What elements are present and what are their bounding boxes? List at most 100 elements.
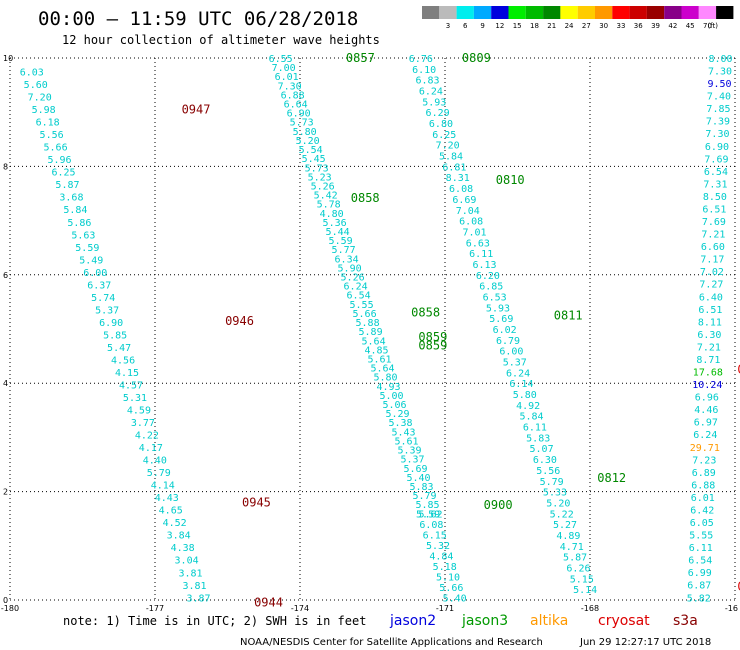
wave-height-value: 5.00 [379, 391, 403, 402]
wave-height-value: 5.20 [546, 498, 570, 509]
y-tick-label: 8 [3, 162, 8, 171]
wave-height-value: 5.22 [550, 509, 574, 520]
wave-height-value: 7.69 [702, 217, 726, 228]
wave-height-value: 5.40 [406, 473, 430, 484]
wave-height-value: 6.83 [415, 76, 439, 87]
wave-height-value: 6.37 [87, 280, 111, 291]
wave-height-value: 5.84 [439, 152, 463, 163]
time-label: 0810 [496, 173, 525, 187]
wave-height-value: 4.93 [376, 382, 400, 393]
wave-height-value: 5.61 [394, 436, 418, 447]
wave-height-value: 6.05 [690, 518, 714, 529]
time-label: 0946 [225, 314, 254, 328]
plot-grid [9, 57, 736, 601]
legend-label: 30 [599, 22, 608, 30]
wave-height-value: 3.68 [59, 193, 83, 204]
legend-unit: (ft) [707, 22, 718, 30]
track-b: 6.557.006.017.306.886.646.905.735.805.20… [269, 51, 513, 520]
wave-height-value: 5.80 [293, 127, 317, 138]
wave-height-value: 7.31 [703, 179, 727, 190]
footer-timestamp: Jun 29 12:27:17 UTC 2018 [579, 637, 711, 648]
wave-height-value: 5.56 [40, 130, 64, 141]
footer-credit: NOAA/NESDIS Center for Satellite Applica… [240, 637, 543, 648]
wave-height-value: 6.40 [699, 292, 723, 303]
time-label: 0809 [462, 51, 491, 65]
wave-height-value: 5.26 [341, 273, 365, 284]
wave-height-value: 5.66 [439, 583, 463, 594]
wave-height-value: 5.61 [368, 354, 392, 365]
wave-height-value: 5.78 [317, 200, 341, 211]
legend-label: 12 [495, 22, 504, 30]
wave-height-value: 7.20 [436, 141, 460, 152]
wave-height-value: 3.81 [182, 581, 206, 592]
wave-height-value: 4.59 [127, 406, 151, 417]
wave-height-value: 3.81 [179, 568, 203, 579]
legend-swatch [543, 6, 561, 19]
mission-jason2: jason2 [389, 613, 436, 629]
wave-height-value: 5.59 [416, 509, 440, 520]
wave-height-value: 6.64 [284, 100, 308, 111]
legend-swatch [508, 6, 526, 19]
legend-label: 33 [616, 22, 625, 30]
wave-height-value: 8.71 [696, 355, 720, 366]
wave-height-value: 5.49 [79, 255, 103, 266]
wave-height-value: 4.71 [560, 542, 584, 553]
wave-height-value: 6.76 [409, 54, 433, 65]
wave-height-value: 5.93 [422, 97, 446, 108]
wave-height-value: 5.56 [536, 466, 560, 477]
wave-height-value: 5.55 [350, 300, 374, 311]
wave-height-value: 4.52 [163, 518, 187, 529]
units-note: note: 1) Time is in UTC; 2) SWH is in fe… [63, 614, 366, 628]
wave-height-value: 8.00 [708, 54, 732, 65]
wave-height-value: 6.11 [689, 543, 713, 554]
wave-height-value: 5.96 [47, 155, 71, 166]
wave-height-value: 6.26 [566, 563, 590, 574]
wave-height-value: 3.04 [175, 556, 199, 567]
wave-height-value: 5.39 [397, 446, 421, 457]
wave-height-value: 5.64 [371, 364, 395, 375]
wave-height-value: 5.62 [418, 509, 442, 520]
wave-height-value: 5.85 [415, 500, 439, 511]
legend-label: 21 [547, 22, 556, 30]
wave-height-value: 5.27 [553, 520, 577, 531]
legend-label: 24 [565, 22, 574, 30]
wave-height-value: 4.85 [365, 345, 389, 356]
wave-height-value: 5.54 [299, 145, 323, 156]
wave-height-value: 5.33 [543, 488, 567, 499]
wave-height-value: 5.69 [403, 464, 427, 475]
legend-label: 6 [463, 22, 468, 30]
wave-height-value: 5.77 [332, 245, 356, 256]
wave-height-value: 4.22 [135, 431, 159, 442]
wave-height-value: 4.43 [155, 493, 179, 504]
wave-height-value: 5.80 [374, 373, 398, 384]
x-tick-label: -171 [436, 604, 454, 613]
wave-height-value: 5.83 [409, 482, 433, 493]
mission-cryosat: cryosat [598, 613, 650, 629]
wave-height-value: 5.74 [91, 293, 115, 304]
wave-height-value: 6.34 [335, 254, 359, 265]
x-tick-label: -16 [725, 604, 738, 613]
wave-height-value: 3.84 [167, 531, 191, 542]
wave-height-value: 5.20 [296, 136, 320, 147]
wave-height-value: 7.21 [697, 342, 721, 353]
wave-height-value: 5.83 [526, 433, 550, 444]
wave-height-value: 5.36 [323, 218, 347, 229]
wave-height-value: 5.23 [308, 172, 332, 183]
wave-height-value: 5.86 [67, 218, 91, 229]
color-scale-legend: 3 6 9 12 15 18 21 24 27 30 33 36 39 42 45 70(ft) [422, 6, 734, 30]
wave-height-value: 5.93 [486, 303, 510, 314]
wave-height-value: 4.15 [115, 368, 139, 379]
legend-swatch [456, 6, 474, 19]
wave-height-value: 6.11 [523, 423, 547, 434]
time-label: 00 [737, 363, 740, 377]
y-tick-label: 4 [3, 379, 8, 388]
wave-height-value: 6.01 [275, 72, 299, 83]
wave-height-value: 6.02 [493, 325, 517, 336]
wave-height-value: 5.98 [32, 105, 56, 116]
x-tick-label: -174 [291, 604, 309, 613]
legend-swatch [646, 6, 665, 19]
y-tick-label: 0 [3, 596, 8, 605]
wave-height-value: 5.66 [44, 143, 68, 154]
legend-label: 42 [668, 22, 677, 30]
wave-height-value: 5.26 [311, 181, 335, 192]
